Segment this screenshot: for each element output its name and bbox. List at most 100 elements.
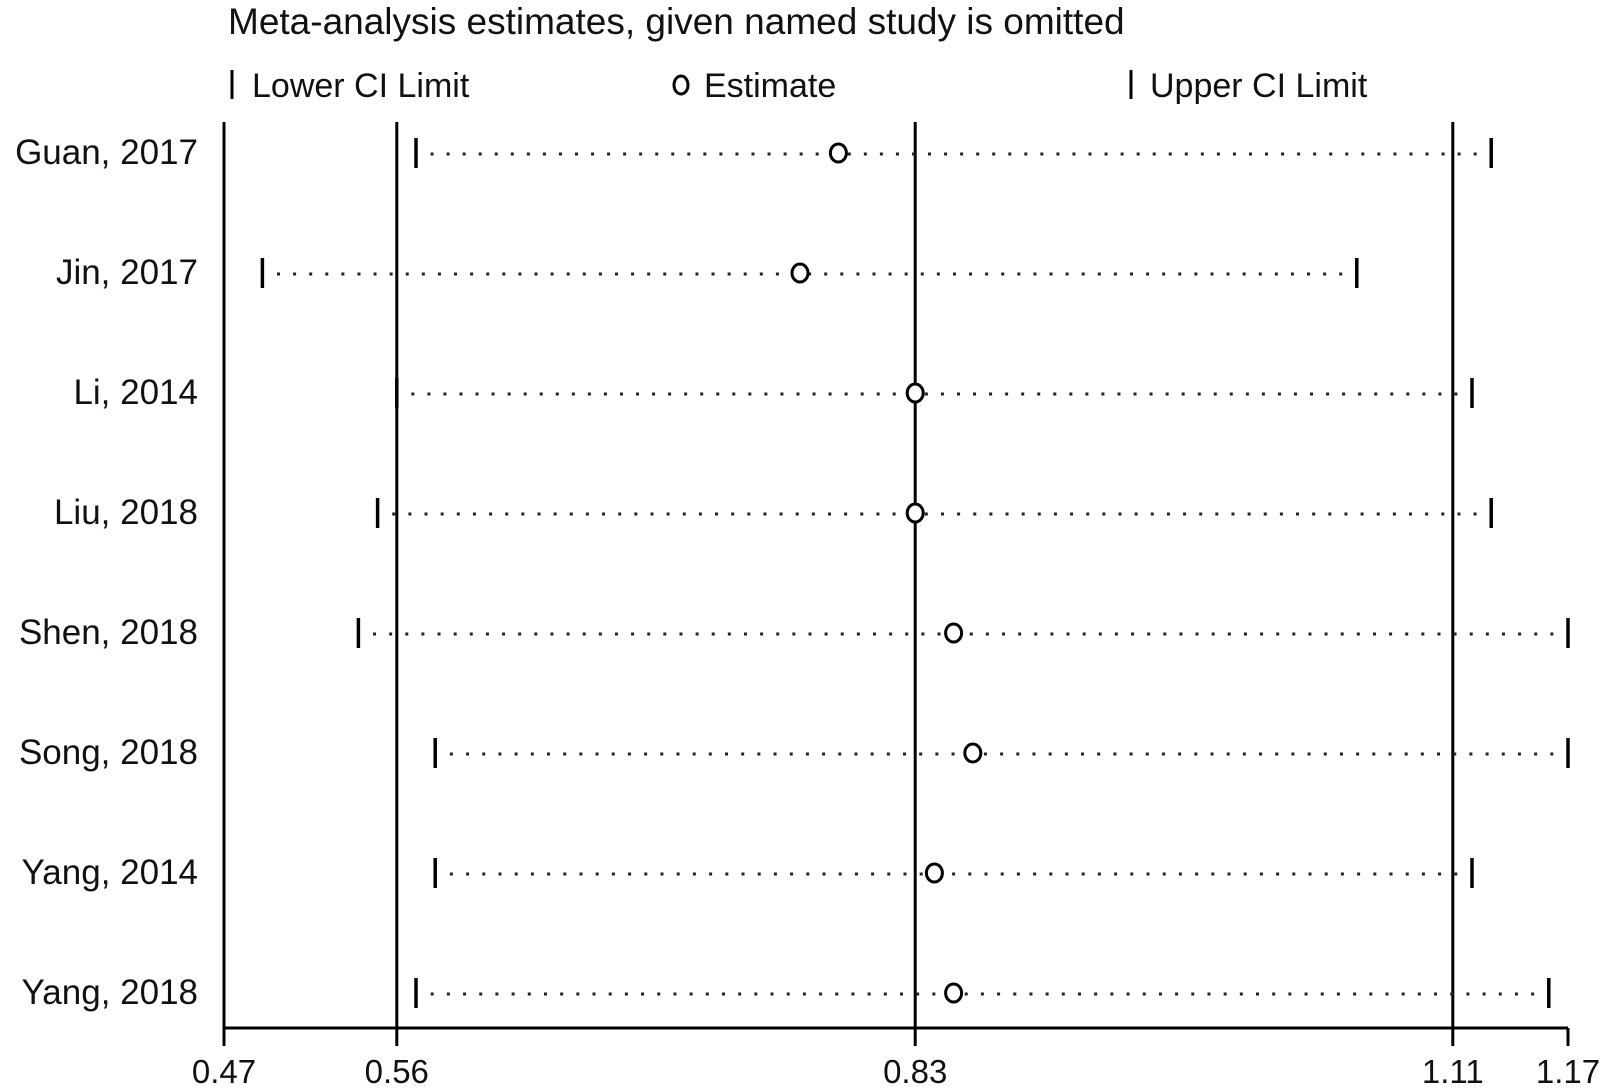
ci-dot (1377, 152, 1381, 156)
ci-dot (1146, 872, 1150, 876)
ci-dot (786, 992, 790, 996)
ci-dot (1037, 512, 1041, 516)
ci-dot (1110, 992, 1114, 996)
ci-dot (695, 632, 699, 636)
ci-dot (1166, 512, 1170, 516)
ci-dot (437, 272, 441, 276)
ci-dot (494, 152, 498, 156)
ci-dot (952, 872, 956, 876)
study-label: Song, 2018 (19, 733, 198, 772)
ci-dot (456, 512, 460, 516)
ci-dot (507, 392, 511, 396)
ci-dot (579, 872, 583, 876)
ci-dot (679, 272, 683, 276)
ci-dot (1000, 872, 1004, 876)
ci-dot (1405, 872, 1409, 876)
ci-dot (709, 872, 713, 876)
ci-dot (1094, 992, 1098, 996)
ci-dot (1550, 632, 1554, 636)
ci-dot (1088, 152, 1092, 156)
ci-dot (1307, 272, 1311, 276)
ci-dot (357, 272, 361, 276)
ci-dot (495, 992, 499, 996)
study-row: Song, 2018 (19, 733, 1570, 772)
ci-dot (539, 392, 543, 396)
ci-dot (1361, 152, 1365, 156)
ci-dot (470, 272, 474, 276)
ci-dot (964, 992, 968, 996)
ci-dot (985, 272, 989, 276)
study-label: Li, 2014 (73, 373, 198, 412)
ci-dot (886, 752, 890, 756)
ci-dot (628, 872, 632, 876)
ci-dot (1323, 752, 1327, 756)
ci-dot (1065, 872, 1069, 876)
ci-dot (903, 752, 907, 756)
ci-dot (854, 752, 858, 756)
ci-dot (860, 512, 864, 516)
ci-dot (1097, 272, 1101, 276)
ci-dot (1118, 512, 1122, 516)
ci-dot (773, 872, 777, 876)
ci-dot (724, 752, 728, 756)
ci-dot (1248, 152, 1252, 156)
ci-dot (1308, 872, 1312, 876)
ci-dot (1158, 992, 1162, 996)
ci-dot (1342, 392, 1346, 396)
ci-dot (767, 152, 771, 156)
ci-dot (1324, 632, 1328, 636)
ci-dot (757, 752, 761, 756)
ci-dot (1194, 272, 1198, 276)
ci-dot (1274, 272, 1278, 276)
ci-dot (627, 752, 631, 756)
ci-dot (1034, 632, 1038, 636)
ci-dot (1207, 992, 1211, 996)
ci-dot (773, 752, 777, 756)
ci-dot (424, 512, 428, 516)
ci-dot (719, 152, 723, 156)
ci-dot (585, 512, 589, 516)
ci-dot (692, 752, 696, 756)
ci-dot (647, 272, 651, 276)
ci-dot (498, 752, 502, 756)
legend-estimate: Estimate (704, 67, 836, 105)
ci-dot (940, 392, 944, 396)
ci-dot (1161, 752, 1165, 756)
ci-dot (775, 272, 779, 276)
ci-dot (1406, 392, 1410, 396)
ci-dot (1114, 872, 1118, 876)
ci-dot (602, 512, 606, 516)
ci-dot (668, 392, 672, 396)
ci-dot (1191, 992, 1195, 996)
ci-dot (1239, 992, 1243, 996)
ci-dot (1339, 752, 1343, 756)
ci-dot (598, 272, 602, 276)
ci-dot (847, 152, 851, 156)
ci-dot (1326, 392, 1330, 396)
ci-dot (1102, 512, 1106, 516)
ci-dot (491, 392, 495, 396)
ci-dot (780, 392, 784, 396)
estimate-marker (790, 262, 810, 284)
ci-dot (735, 152, 739, 156)
ci-dot (454, 272, 458, 276)
ci-dot (511, 992, 515, 996)
ci-dot (485, 632, 489, 636)
ci-dot (463, 992, 467, 996)
ci-dot (741, 872, 745, 876)
ci-dot (1453, 752, 1457, 756)
ci-dot (608, 992, 612, 996)
ci-dot (1259, 752, 1263, 756)
study-label: Shen, 2018 (19, 613, 198, 652)
ci-dot (676, 872, 680, 876)
ci-dot (1033, 872, 1037, 876)
ci-dot (1260, 632, 1264, 636)
ci-dot (1279, 512, 1283, 516)
ci-dot (611, 752, 615, 756)
ci-dot (1374, 392, 1378, 396)
ci-dot (924, 392, 928, 396)
ci-dot (663, 272, 667, 276)
ci-dot (1473, 512, 1477, 516)
ci-dot (1147, 632, 1151, 636)
ci-dot (1258, 272, 1262, 276)
